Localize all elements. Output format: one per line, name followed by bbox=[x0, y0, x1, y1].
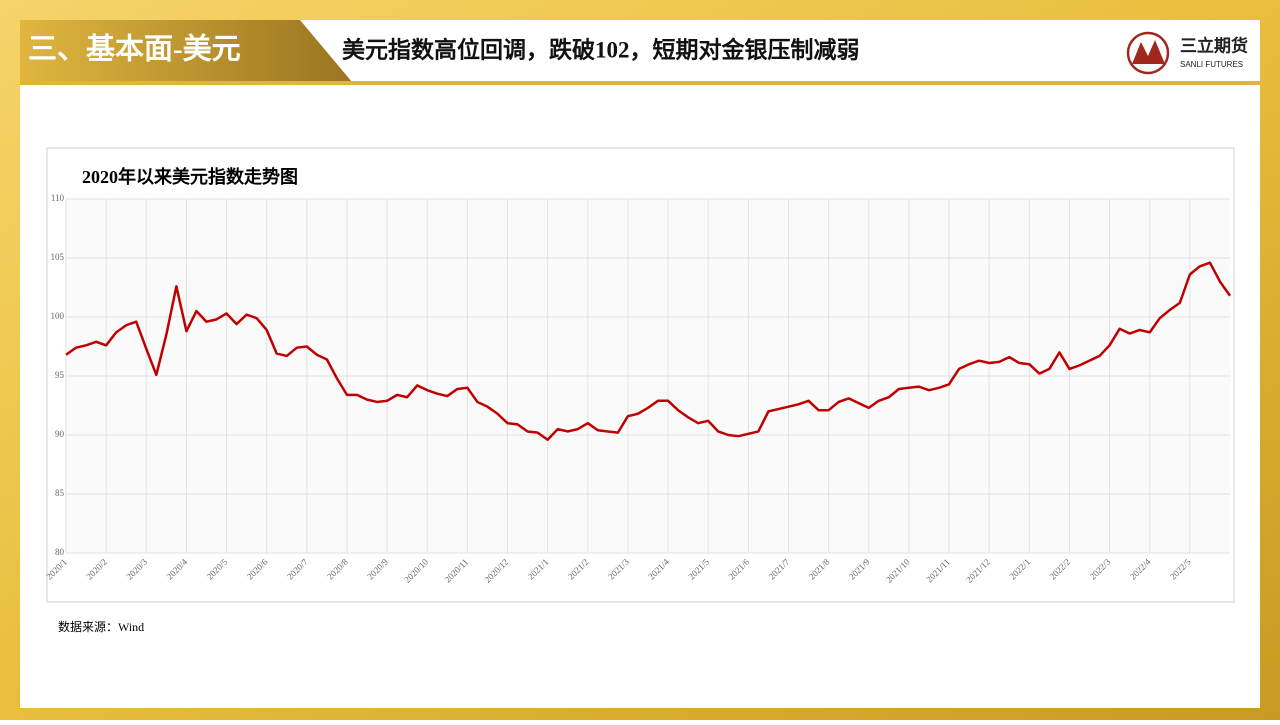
y-tick-label: 95 bbox=[55, 370, 65, 380]
slide-title: 美元指数高位回调，跌破102，短期对金银压制减弱 bbox=[342, 36, 860, 62]
section-title: 三、基本面-美元 bbox=[28, 33, 241, 66]
y-tick-label: 90 bbox=[55, 429, 65, 439]
source-note: 数据来源：Wind bbox=[58, 619, 144, 634]
section-tab bbox=[20, 20, 352, 82]
logo-text: 三立期货 bbox=[1180, 35, 1248, 55]
y-tick-label: 100 bbox=[51, 311, 65, 321]
y-tick-label: 105 bbox=[51, 252, 65, 262]
y-tick-label: 80 bbox=[55, 547, 65, 557]
logo bbox=[1126, 31, 1170, 75]
chart-title: 2020年以来美元指数走势图 bbox=[82, 166, 298, 187]
header-rule bbox=[20, 81, 1260, 85]
logo-subtext: SANLI FUTURES bbox=[1180, 60, 1243, 69]
y-tick-label: 110 bbox=[51, 193, 65, 203]
y-tick-label: 85 bbox=[55, 488, 65, 498]
data-line bbox=[65, 261, 1232, 441]
